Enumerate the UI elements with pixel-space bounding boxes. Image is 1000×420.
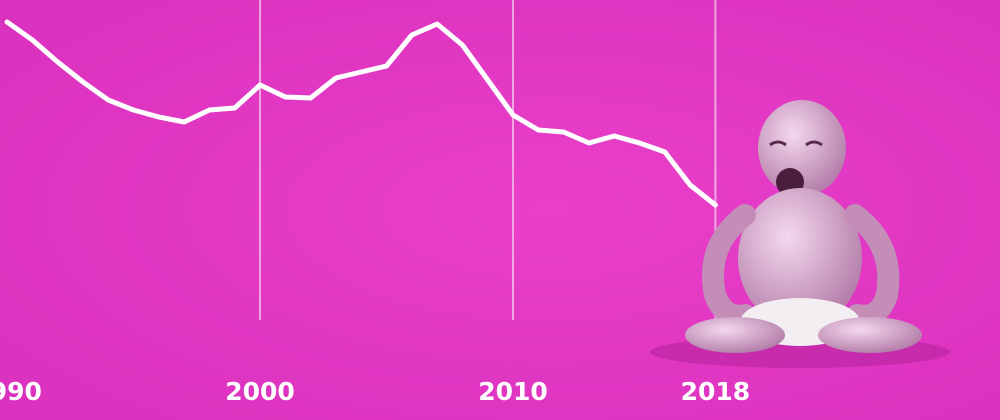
data-line [4, 19, 718, 208]
baby-illustration [650, 100, 950, 368]
x-tick-label: 1990 [0, 377, 42, 406]
plot-area [4, 0, 718, 320]
x-tick-label: 2000 [225, 377, 295, 406]
x-tick-label: 2018 [681, 377, 751, 406]
x-tick-label: 2010 [478, 377, 548, 406]
